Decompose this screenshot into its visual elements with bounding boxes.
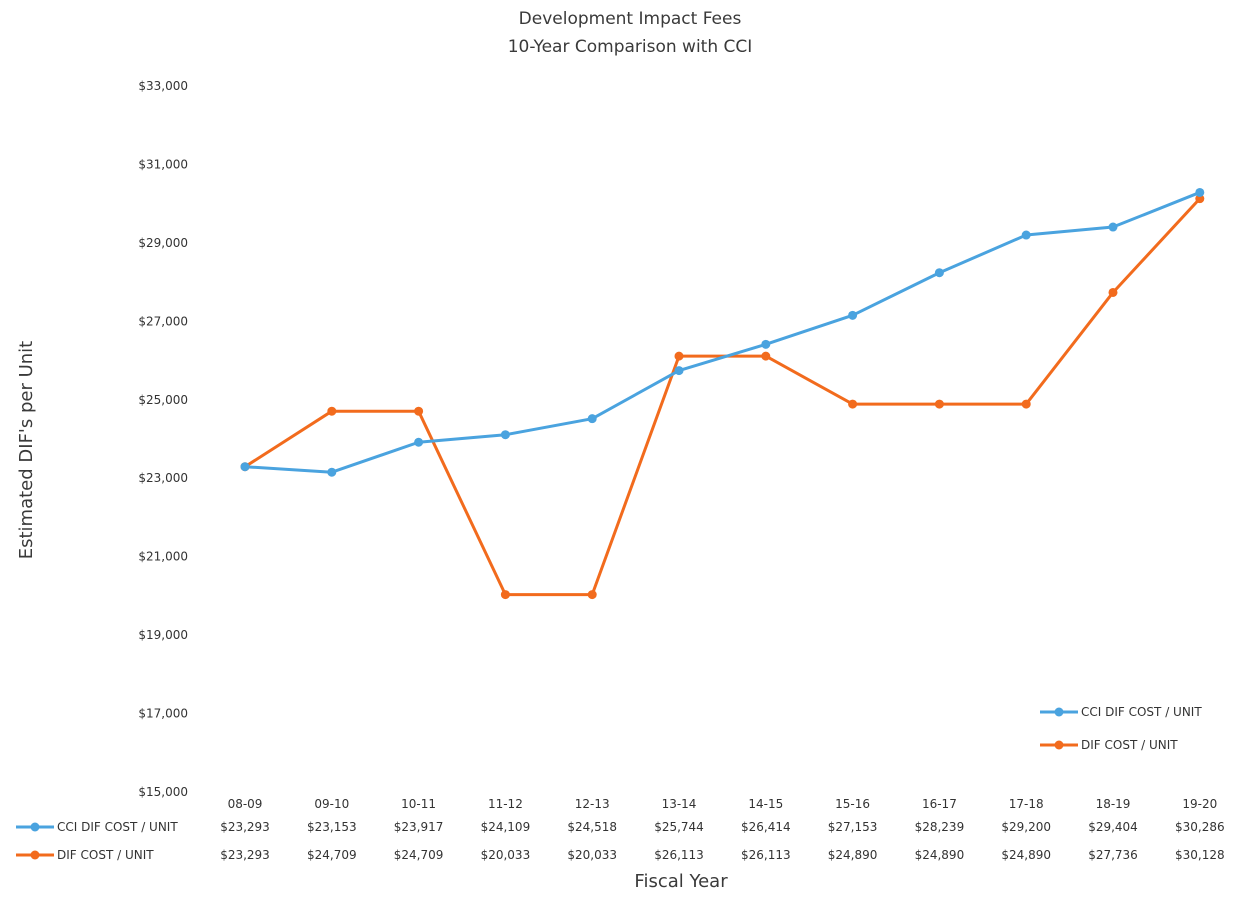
x-tick-label: 16-17 [922,797,957,811]
data-point-dif-cost-unit [500,590,510,600]
table-cell: $29,200 [1001,820,1051,834]
x-tick-label: 15-16 [835,797,870,811]
y-tick-label: $19,000 [138,628,188,642]
table-cell: $30,128 [1175,848,1225,862]
y-tick-label: $23,000 [138,471,188,485]
table-legend-marker [30,822,40,832]
table-cell: $29,404 [1088,820,1138,834]
data-table: CCI DIF COST / UNIT $23,293 $23,153 $23,917… [16,820,1225,862]
y-tick-label: $15,000 [138,785,188,799]
table-cell: $28,239 [915,820,965,834]
x-tick-label: 10-11 [401,797,436,811]
table-cell: $24,518 [567,820,617,834]
table-series-name: DIF COST / UNIT [57,848,154,862]
table-cell: $27,153 [828,820,878,834]
x-tick-label: 13-14 [662,797,697,811]
table-cell: $24,890 [915,848,965,862]
data-point-dif-cost-unit [1021,399,1031,409]
x-tick-label: 08-09 [228,797,263,811]
x-axis-ticks: 08-09 09-10 10-11 11-12 12-13 13-14 14-15 15-16… [228,797,1218,811]
data-point-cci-dif-cost-unit [240,462,250,472]
data-point-dif-cost-unit [1195,194,1205,204]
y-tick-label: $27,000 [138,314,188,328]
data-point-dif-cost-unit [327,406,337,416]
data-point-dif-cost-unit [674,351,684,361]
legend: CCI DIF COST / UNIT DIF COST / UNIT [1040,705,1202,752]
series-lines [243,190,1202,597]
data-point-dif-cost-unit [848,399,858,409]
legend-marker [1054,740,1064,750]
table-cell: $20,033 [567,848,617,862]
y-tick-label: $29,000 [138,236,188,250]
x-tick-label: 19-20 [1182,797,1217,811]
data-point-dif-cost-unit [414,406,424,416]
table-cell: $30,286 [1175,820,1225,834]
x-tick-label: 09-10 [314,797,349,811]
table-cell: $24,709 [394,848,444,862]
data-point-cci-dif-cost-unit [674,366,684,376]
table-cell: $26,113 [741,848,791,862]
table-cell: $23,917 [394,820,444,834]
data-point-dif-cost-unit [761,351,771,361]
data-point-cci-dif-cost-unit [587,414,597,424]
series-line-cci-dif-cost-unit [243,190,1202,474]
data-point-cci-dif-cost-unit [327,467,337,477]
table-cell: $24,709 [307,848,357,862]
y-tick-label: $25,000 [138,393,188,407]
table-cell: $26,414 [741,820,791,834]
table-cell: $23,293 [220,848,270,862]
data-point-cci-dif-cost-unit [500,430,510,440]
data-point-cci-dif-cost-unit [414,437,424,447]
series-points [240,187,1205,600]
legend-label: DIF COST / UNIT [1081,738,1178,752]
y-tick-label: $33,000 [138,79,188,93]
data-point-cci-dif-cost-unit [1021,230,1031,240]
data-point-dif-cost-unit [587,590,597,600]
y-axis-ticks: $15,000 $17,000 $19,000 $21,000 $23,000 $25,0… [138,79,188,799]
y-axis-title: Estimated DIF's per Unit [16,341,37,560]
data-point-cci-dif-cost-unit [761,339,771,349]
table-cell: $25,744 [654,820,704,834]
data-point-cci-dif-cost-unit [934,268,944,278]
table-cell: $24,890 [828,848,878,862]
legend-marker [1054,707,1064,717]
data-point-cci-dif-cost-unit [1108,222,1118,232]
table-cell: $27,736 [1088,848,1138,862]
table-cell: $23,293 [220,820,270,834]
series-line-dif-cost-unit [243,197,1202,597]
chart-subtitle: 10-Year Comparison with CCI [508,37,753,57]
x-tick-label: 11-12 [488,797,523,811]
table-cell: $24,109 [481,820,531,834]
x-tick-label: 12-13 [575,797,610,811]
data-point-cci-dif-cost-unit [1195,187,1205,197]
data-point-dif-cost-unit [1108,287,1118,297]
table-cell: $26,113 [654,848,704,862]
data-point-dif-cost-unit [934,399,944,409]
data-point-cci-dif-cost-unit [848,310,858,320]
legend-label: CCI DIF COST / UNIT [1081,705,1202,719]
x-axis-title: Fiscal Year [634,871,728,892]
table-series-name: CCI DIF COST / UNIT [57,820,178,834]
table-legend-marker [30,850,40,860]
y-tick-label: $21,000 [138,550,188,564]
x-tick-label: 14-15 [748,797,783,811]
y-tick-label: $31,000 [138,157,188,171]
y-tick-label: $17,000 [138,707,188,721]
chart-title: Development Impact Fees [519,9,742,29]
x-tick-label: 17-18 [1009,797,1044,811]
table-cell: $24,890 [1001,848,1051,862]
table-cell: $23,153 [307,820,357,834]
x-tick-label: 18-19 [1096,797,1131,811]
table-cell: $20,033 [481,848,531,862]
